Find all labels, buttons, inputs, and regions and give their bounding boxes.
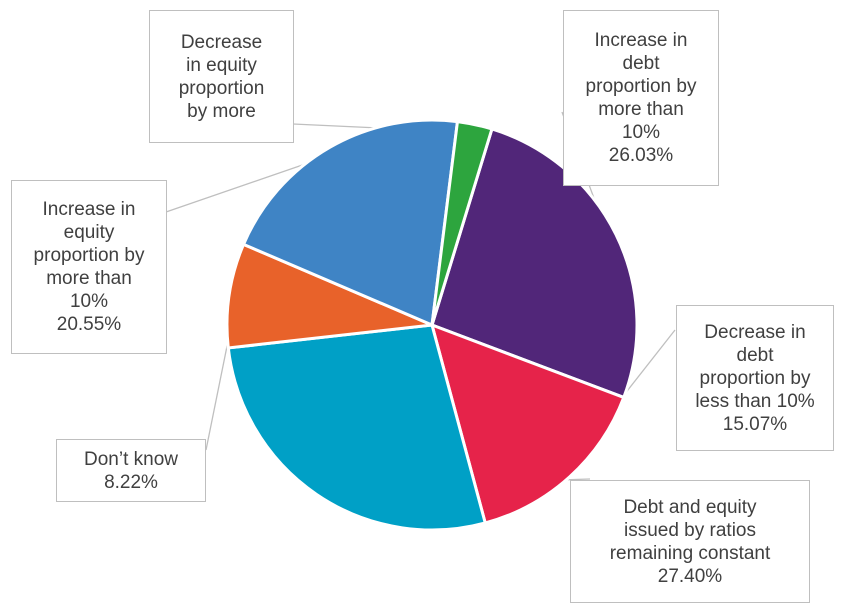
callout-text-line: remaining constant: [609, 542, 771, 564]
pie-slices: [225, 118, 639, 532]
callout-text-line: more than: [46, 268, 132, 289]
callout-value-label: 27.40%: [657, 565, 723, 587]
callout-text-line: less than 10%: [695, 390, 815, 412]
pie-slice-5: [430, 120, 494, 327]
callout-label-2: Debt and equity issued by ratios remaining…: [570, 480, 810, 603]
callout-value-label: 26.03%: [608, 145, 674, 166]
callout-label-1: Decrease in debt proportion by less than 10…: [676, 305, 834, 451]
callout-text-line: proportion by: [585, 76, 697, 97]
callout-text-line: Debt and equity: [623, 496, 757, 518]
callout-text-line: by more: [187, 100, 256, 122]
pie-slice-0: [430, 127, 639, 399]
callout-text-line: proportion by: [699, 367, 811, 389]
callout-value-label: 15.07%: [722, 413, 788, 435]
callout-text-line: debt: [622, 53, 660, 74]
callout-text-line: equity: [63, 222, 115, 243]
callout-text-line: Decrease: [180, 31, 263, 53]
callout-text-line: 10%: [621, 122, 661, 143]
callout-text-line: in equity: [186, 54, 257, 76]
callout-text-line: Increase in: [594, 30, 688, 51]
pie-slice-3: [225, 242, 434, 350]
callout-text-line: more than: [598, 99, 684, 120]
callout-text-line: Decrease in: [704, 321, 806, 343]
callout-text-line: proportion by: [33, 245, 145, 266]
callout-label-3: Don’t know 8.22%: [56, 439, 206, 502]
callout-value-label: 20.55%: [56, 314, 122, 335]
callout-text-line: proportion: [178, 77, 265, 99]
callout-text-line: Don’t know: [84, 448, 178, 470]
callout-label-4: Increase in equity proportion by more than 1…: [11, 180, 167, 354]
callout-value-label: 8.22%: [104, 471, 158, 493]
callout-text-line: 10%: [69, 291, 109, 312]
callout-text-line: issued by ratios: [623, 519, 756, 541]
pie-slice-2: [226, 323, 487, 532]
pie-slice-4: [242, 118, 459, 327]
callout-label-5: Decrease in equity proportion by more: [149, 10, 294, 143]
pie-slice-1: [430, 323, 626, 525]
callout-text-line: debt: [736, 344, 774, 366]
callout-text-line: Increase in: [42, 199, 136, 220]
callout-label-0: Increase in debt proportion by more than 10%…: [563, 10, 719, 186]
